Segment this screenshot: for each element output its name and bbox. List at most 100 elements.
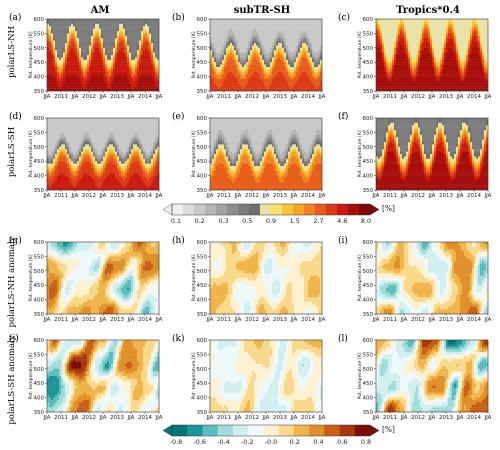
- heatmap-cell: [314, 50, 317, 53]
- heatmap-cell: [296, 31, 299, 34]
- heatmap-cell: [212, 50, 215, 53]
- heatmap-cell: [448, 43, 451, 46]
- heatmap-cell: [282, 83, 285, 87]
- heatmap-cell: [230, 31, 233, 34]
- heatmap-cell: [448, 76, 451, 80]
- heatmap-cell: [422, 64, 425, 68]
- heatmap-cell: [288, 26, 291, 29]
- heatmap-cell: [210, 43, 213, 46]
- heatmap-cell: [214, 35, 217, 39]
- heatmap-cell: [236, 35, 239, 39]
- heatmap-cell: [220, 19, 223, 22]
- heatmap-cell: [53, 45, 56, 48]
- heatmap-cell: [234, 64, 237, 68]
- heatmap-cell: [232, 50, 235, 53]
- heatmap-cell: [67, 64, 70, 68]
- heatmap-cell: [290, 55, 293, 58]
- heatmap-cell: [99, 71, 102, 75]
- heatmap-cell: [97, 26, 100, 29]
- heatmap-cell: [218, 40, 221, 44]
- heatmap-cell: [57, 74, 60, 77]
- heatmap-cell: [85, 33, 88, 36]
- heatmap-cell: [464, 81, 467, 84]
- heatmap-cell: [212, 45, 215, 48]
- heatmap-cell: [378, 55, 381, 58]
- heatmap-cell: [300, 38, 303, 41]
- heatmap-cell: [452, 43, 455, 46]
- heatmap-cell: [474, 88, 477, 92]
- heatmap-cell: [378, 86, 381, 89]
- heatmap-cell: [258, 23, 261, 27]
- heatmap-cell: [268, 64, 271, 68]
- x-tick-label: 2014: [301, 94, 315, 100]
- heatmap-cell: [117, 64, 120, 68]
- heatmap-cell: [65, 40, 68, 44]
- heatmap-cell: [390, 33, 393, 36]
- heatmap-cell: [390, 64, 393, 68]
- heatmap-cell: [450, 64, 453, 68]
- heatmap-cell: [294, 26, 297, 29]
- heatmap-cell: [75, 55, 78, 58]
- heatmap-cell: [232, 40, 235, 44]
- heatmap-cell: [105, 47, 108, 51]
- heatmap-cell: [258, 55, 261, 58]
- heatmap-cell: [312, 45, 315, 48]
- heatmap-cell: [119, 21, 122, 24]
- heatmap-cell: [151, 88, 154, 92]
- heatmap-cell: [408, 81, 411, 84]
- heatmap-cell: [53, 31, 56, 34]
- heatmap-cell: [472, 79, 475, 82]
- heatmap-cell: [466, 21, 469, 24]
- heatmap-cell: [55, 55, 58, 58]
- heatmap-cell: [61, 43, 64, 46]
- heatmap-cell: [404, 83, 407, 87]
- heatmap-cell: [85, 81, 88, 84]
- heatmap-cell: [448, 26, 451, 29]
- heatmap-cell: [107, 35, 110, 39]
- heatmap-cell: [244, 88, 247, 92]
- heatmap-cell: [75, 23, 78, 27]
- heatmap-cell: [234, 55, 237, 58]
- heatmap-cell: [145, 50, 148, 53]
- heatmap-cell: [145, 45, 148, 48]
- heatmap-cell: [422, 26, 425, 29]
- heatmap-cell: [454, 19, 457, 22]
- heatmap-cell: [95, 19, 98, 22]
- heatmap-cell: [296, 38, 299, 41]
- heatmap-cell: [240, 19, 243, 22]
- heatmap-cell: [472, 19, 475, 22]
- heatmap-cell: [296, 23, 299, 27]
- heatmap-cell: [438, 81, 441, 84]
- heatmap-cell: [454, 86, 457, 89]
- heatmap-cell: [83, 71, 86, 75]
- heatmap-cell: [252, 21, 255, 24]
- heatmap-cell: [434, 23, 437, 27]
- heatmap-cell: [450, 67, 453, 70]
- heatmap-cell: [266, 35, 269, 39]
- heatmap-cell: [103, 86, 106, 89]
- heatmap-cell: [49, 59, 52, 63]
- heatmap-cell: [304, 57, 307, 60]
- heatmap-cell: [254, 19, 257, 22]
- heatmap-cell: [276, 71, 279, 75]
- heatmap-cell: [87, 76, 90, 80]
- heatmap-cell: [51, 57, 54, 60]
- heatmap-cell: [478, 31, 481, 34]
- heatmap-cell: [216, 50, 219, 53]
- column-title-subtr-sh: subTR-SH: [234, 5, 290, 16]
- heatmap-cell: [240, 43, 243, 46]
- heatmap-cell: [87, 50, 90, 53]
- heatmap-cell: [248, 40, 251, 44]
- heatmap-cell: [57, 81, 60, 84]
- heatmap-cell: [254, 83, 257, 87]
- heatmap-cell: [254, 64, 257, 68]
- heatmap-cell: [240, 28, 243, 32]
- heatmap-cell: [428, 47, 431, 51]
- heatmap-cell: [406, 50, 409, 53]
- heatmap-cell: [286, 79, 289, 82]
- heatmap-cell: [274, 19, 277, 22]
- heatmap-cell: [246, 52, 249, 56]
- heatmap-cell: [147, 67, 150, 70]
- heatmap-cell: [135, 43, 138, 46]
- heatmap-cell: [442, 64, 445, 68]
